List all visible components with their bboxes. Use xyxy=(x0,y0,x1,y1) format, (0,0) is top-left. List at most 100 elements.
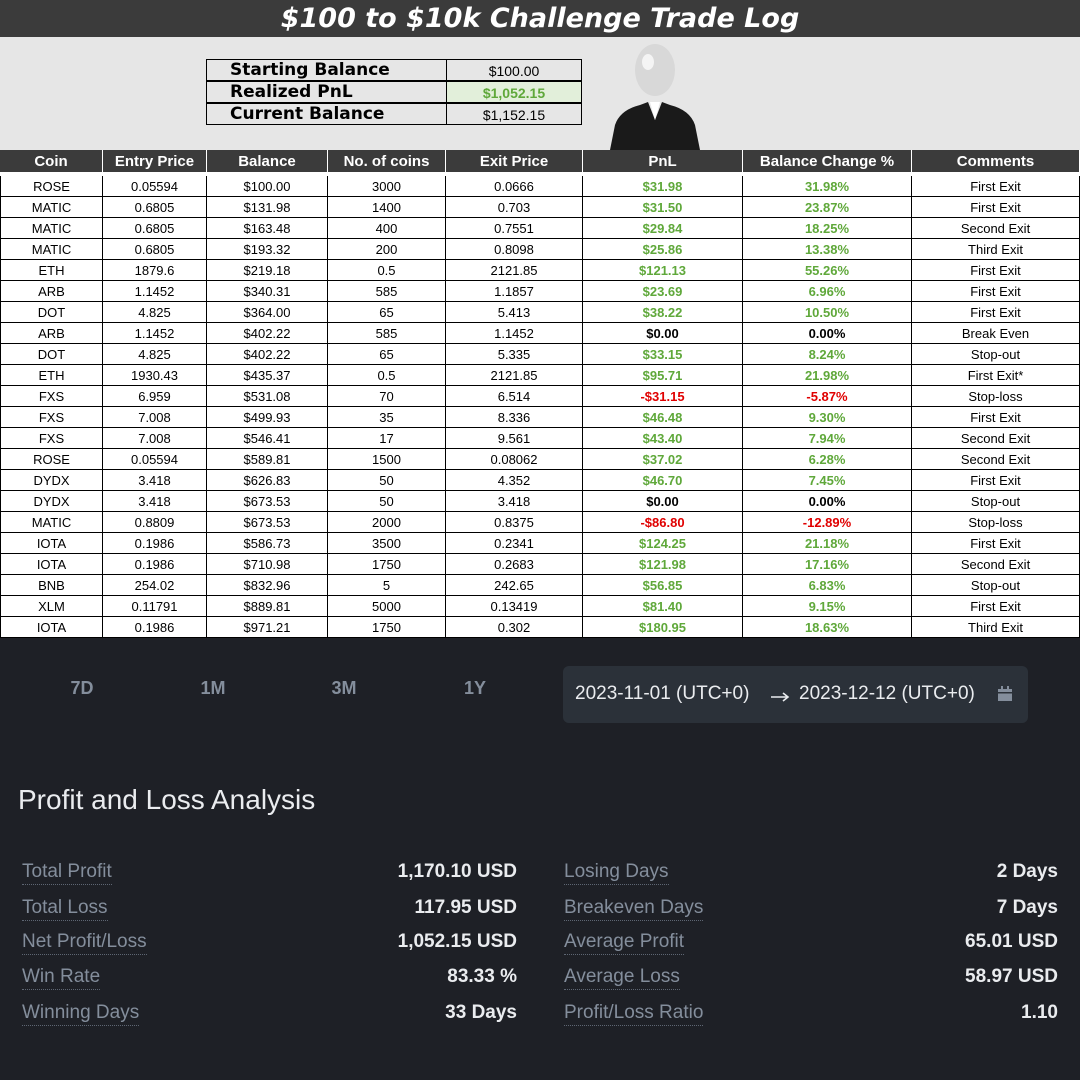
table-cell: 6.514 xyxy=(446,386,583,407)
table-cell: $124.25 xyxy=(583,533,743,554)
table-cell: 65 xyxy=(328,302,446,323)
table-cell: 0.6805 xyxy=(103,239,207,260)
table-cell: 0.00% xyxy=(743,491,912,512)
table-cell: Third Exit xyxy=(912,617,1080,638)
table-cell: $364.00 xyxy=(207,302,328,323)
table-cell: DOT xyxy=(0,344,103,365)
stat-label: Win Rate xyxy=(22,966,101,990)
analysis-title: Profit and Loss Analysis xyxy=(18,784,316,815)
table-cell: 0.05594 xyxy=(103,449,207,470)
table-cell: 13.38% xyxy=(743,239,912,260)
period-tab[interactable]: 3M xyxy=(331,678,357,698)
table-cell: 0.8375 xyxy=(446,512,583,533)
table-cell: IOTA xyxy=(0,533,103,554)
stat-value: 1,170.10 USD xyxy=(397,861,517,882)
table-cell: 21.18% xyxy=(743,533,912,554)
table-cell: -5.87% xyxy=(743,386,912,407)
table-cell: 4.352 xyxy=(446,470,583,491)
table-cell: $832.96 xyxy=(207,575,328,596)
figure-icon xyxy=(610,44,700,150)
table-cell: 1750 xyxy=(328,554,446,575)
table-cell: Second Exit xyxy=(912,554,1080,575)
table-cell: First Exit xyxy=(912,260,1080,281)
table-cell: Third Exit xyxy=(912,239,1080,260)
table-cell: $626.83 xyxy=(207,470,328,491)
table-cell: $95.71 xyxy=(583,365,743,386)
table-cell: 1.1452 xyxy=(103,323,207,344)
table-cell: ARB xyxy=(0,281,103,302)
date-start: 2023-11-01 (UTC+0) xyxy=(575,683,750,704)
table-cell: 7.45% xyxy=(743,470,912,491)
period-tab[interactable]: 7D xyxy=(70,678,94,698)
period-tab[interactable]: 1Y xyxy=(463,678,487,698)
date-range-box[interactable] xyxy=(563,666,1028,723)
table-cell: 585 xyxy=(328,323,446,344)
table-cell: First Exit xyxy=(912,407,1080,428)
table-cell: 0.13419 xyxy=(446,596,583,617)
stat-label: Average Loss xyxy=(564,966,680,990)
table-cell: 0.8098 xyxy=(446,239,583,260)
table-cell: 8.336 xyxy=(446,407,583,428)
table-cell: 65 xyxy=(328,344,446,365)
table-cell: 5.413 xyxy=(446,302,583,323)
calendar-icon xyxy=(998,686,1012,701)
date-end: 2023-12-12 (UTC+0) xyxy=(799,683,975,704)
table-cell: $589.81 xyxy=(207,449,328,470)
table-cell: $180.95 xyxy=(583,617,743,638)
stat-value: 83.33 % xyxy=(447,966,517,987)
table-cell: 1750 xyxy=(328,617,446,638)
table-cell: Stop-out xyxy=(912,491,1080,512)
table-cell: 9.30% xyxy=(743,407,912,428)
table-cell: BNB xyxy=(0,575,103,596)
table-cell: $193.32 xyxy=(207,239,328,260)
stat-label: Total Loss xyxy=(22,897,108,921)
table-cell: ROSE xyxy=(0,449,103,470)
table-cell: 0.11791 xyxy=(103,596,207,617)
table-cell: $37.02 xyxy=(583,449,743,470)
stat-label: Average Profit xyxy=(564,931,685,955)
table-cell: First Exit xyxy=(912,176,1080,197)
table-cell: -12.89% xyxy=(743,512,912,533)
table-cell: $43.40 xyxy=(583,428,743,449)
table-cell: 6.28% xyxy=(743,449,912,470)
table-cell: $0.00 xyxy=(583,323,743,344)
table-cell: First Exit* xyxy=(912,365,1080,386)
table-cell: DYDX xyxy=(0,491,103,512)
stat-label: Losing Days xyxy=(564,861,669,885)
stat-label: Profit/Loss Ratio xyxy=(564,1002,704,1026)
table-cell: 5 xyxy=(328,575,446,596)
table-cell: IOTA xyxy=(0,554,103,575)
table-cell: $121.98 xyxy=(583,554,743,575)
table-cell: 5000 xyxy=(328,596,446,617)
table-cell: 4.825 xyxy=(103,344,207,365)
table-cell: 21.98% xyxy=(743,365,912,386)
table-cell: $673.53 xyxy=(207,491,328,512)
period-tab[interactable]: 1M xyxy=(200,678,226,698)
table-cell: 400 xyxy=(328,218,446,239)
table-cell: $0.00 xyxy=(583,491,743,512)
table-cell: 0.2341 xyxy=(446,533,583,554)
table-cell: First Exit xyxy=(912,533,1080,554)
summary-label: Starting Balance xyxy=(206,59,447,81)
table-cell: 3.418 xyxy=(103,491,207,512)
table-cell: First Exit xyxy=(912,197,1080,218)
table-cell: 0.302 xyxy=(446,617,583,638)
stat-value: 1.10 xyxy=(1021,1002,1058,1023)
table-cell: 3.418 xyxy=(446,491,583,512)
table-cell: 18.25% xyxy=(743,218,912,239)
table-cell: 0.7551 xyxy=(446,218,583,239)
table-cell: 0.6805 xyxy=(103,197,207,218)
table-cell: 6.83% xyxy=(743,575,912,596)
column-header: Comments xyxy=(912,150,1080,173)
table-cell: $31.98 xyxy=(583,176,743,197)
table-cell: 1.1857 xyxy=(446,281,583,302)
table-cell: DYDX xyxy=(0,470,103,491)
table-cell: $531.08 xyxy=(207,386,328,407)
table-cell: 0.703 xyxy=(446,197,583,218)
table-cell: 0.5 xyxy=(328,260,446,281)
table-cell: $38.22 xyxy=(583,302,743,323)
table-cell: 0.1986 xyxy=(103,617,207,638)
column-header: Exit Price xyxy=(446,150,583,173)
table-cell: $340.31 xyxy=(207,281,328,302)
table-cell: First Exit xyxy=(912,470,1080,491)
